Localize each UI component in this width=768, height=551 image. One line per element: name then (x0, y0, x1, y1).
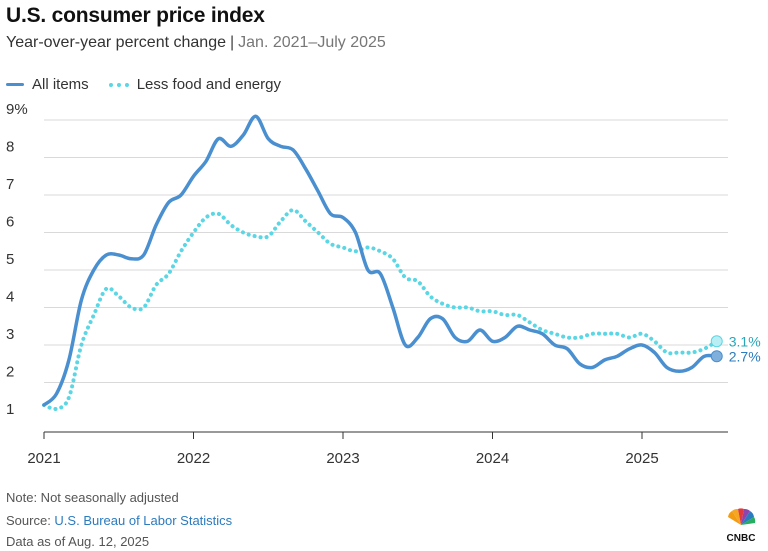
end-marker-all-items (710, 350, 723, 363)
x-tick-label: 2024 (476, 450, 509, 467)
footer-date: Data as of Aug. 12, 2025 (6, 534, 150, 549)
y-tick-label: 4 (6, 289, 14, 306)
chart-title: U.S. consumer price index (6, 4, 265, 27)
peacock-icon (728, 508, 756, 525)
y-tick-label: 2 (6, 364, 14, 381)
svg-text:CNBC: CNBC (727, 533, 756, 544)
cpi-line-chart: 1 2 3 4 5 6 7 8 9% 2021 2022 2023 2024 2025 3.1%2.7% (6, 101, 761, 467)
x-tick-label: 2023 (326, 450, 359, 467)
y-tick-label: 1 (6, 401, 14, 418)
x-tick-label: 2021 (27, 450, 60, 467)
legend-label-core: Less food and energy (136, 76, 281, 93)
y-tick-label: 3 (6, 326, 14, 343)
subtitle-range: Jan. 2021–July 2025 (238, 34, 386, 51)
chart-subtitle: Year-over-year percent change | Jan. 2021–… (6, 34, 386, 52)
x-tick-label: 2022 (177, 450, 210, 467)
legend-item-core: Less food and energy (108, 76, 281, 93)
source-link[interactable]: U.S. Bureau of Labor Statistics (54, 513, 233, 528)
y-tick-label: 6 (6, 214, 14, 231)
legend-swatch-dotted (108, 82, 129, 87)
series-line-all-items (42, 114, 719, 407)
x-tick-label: 2025 (625, 450, 658, 467)
legend-swatch-solid (6, 83, 24, 86)
y-tick-label: 8 (6, 139, 14, 156)
chart-legend: All items Less food and energy (6, 76, 301, 93)
y-tick-label: 9% (6, 101, 28, 118)
subtitle-main: Year-over-year percent change (6, 34, 226, 51)
cnbc-logo: CNBC (727, 508, 756, 544)
y-tick-label: 7 (6, 176, 14, 193)
footer-source: Source: U.S. Bureau of Labor Statistics (6, 513, 232, 528)
legend-label-all-items: All items (32, 76, 89, 93)
subtitle-separator: | (229, 34, 235, 51)
end-marker-less-food-and-energy (710, 335, 723, 348)
source-prefix: Source: (6, 513, 55, 528)
legend-item-all-items: All items (6, 76, 89, 93)
series-line-less-food-and-energy (42, 207, 719, 411)
y-tick-label: 5 (6, 251, 14, 268)
footer-note: Note: Not seasonally adjusted (6, 490, 179, 505)
end-label-less-food-and-energy: 3.1% (729, 333, 761, 349)
end-label-all-items: 2.7% (729, 348, 761, 364)
